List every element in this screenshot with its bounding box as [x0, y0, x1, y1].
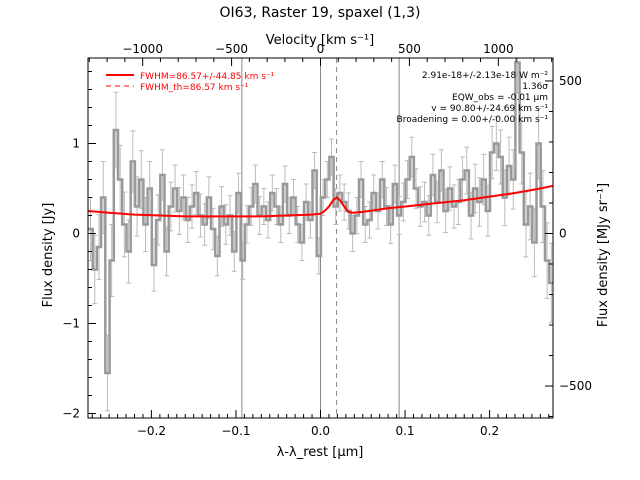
right-tick-label: 0 [559, 227, 567, 241]
gaussian-fit-line [87, 184, 554, 218]
y-tick-label: 0 [72, 227, 80, 241]
chart-title: OI63, Raster 19, spaxel (1,3) [220, 5, 421, 21]
x-tick-label: 0.1 [395, 424, 414, 438]
flux-spectrum-line [88, 61, 553, 375]
y-tick-label: −1 [62, 317, 80, 331]
right-tick-label: 500 [559, 74, 582, 88]
legend-label-fwhm-th: FWHM_th=86.57 km s⁻¹ [140, 83, 249, 93]
legend-label-fwhm: FWHM=86.57+/-44.85 km s⁻¹ [140, 72, 275, 82]
right-tick-label: −500 [559, 379, 592, 393]
annotation-velocity: v = 90.80+/-24.69 km s⁻¹ [431, 104, 548, 114]
top-tick-label: 500 [398, 42, 421, 56]
right-axis-label: Flux density [MJy sr⁻¹] [596, 183, 611, 327]
y-tick-label: 1 [72, 137, 80, 151]
y-axis-label: Flux density [Jy] [41, 203, 56, 308]
top-tick-label: −500 [215, 42, 248, 56]
axis-ticks [88, 58, 553, 418]
x-axis-label: λ-λ_rest [μm] [277, 445, 364, 460]
top-tick-label: 0 [317, 42, 325, 56]
annotation-significance: 1.36σ [522, 82, 548, 92]
top-tick-label: −1000 [122, 42, 163, 56]
legend: FWHM=86.57+/-44.85 km s⁻¹ FWHM_th=86.57 … [106, 72, 275, 93]
fit-annotations: 2.91e-18+/-2.13e-18 W m⁻² 1.36σ EQW_obs … [397, 71, 549, 125]
x-tick-label: −0.2 [137, 424, 166, 438]
top-tick-label: 1000 [483, 42, 514, 56]
annotation-line-flux: 2.91e-18+/-2.13e-18 W m⁻² [422, 71, 549, 81]
x-tick-label: 0.0 [311, 424, 330, 438]
tick-labels: −0.2 −0.1 0.0 0.1 0.2 −1000 −500 0 500 1000 −2 −1 0 1… [62, 42, 592, 438]
x-tick-label: −0.1 [221, 424, 250, 438]
annotation-broadening: Broadening = 0.00+/-0.00 km s⁻¹ [397, 115, 549, 125]
data-series [87, 61, 554, 375]
y-tick-label: −2 [62, 407, 80, 421]
annotation-eqw: EQW_obs = -0.01 μm [452, 93, 548, 103]
x-tick-label: 0.2 [480, 424, 499, 438]
reference-lines [241, 58, 400, 418]
top-axis-label: Velocity [km s⁻¹] [266, 33, 374, 48]
